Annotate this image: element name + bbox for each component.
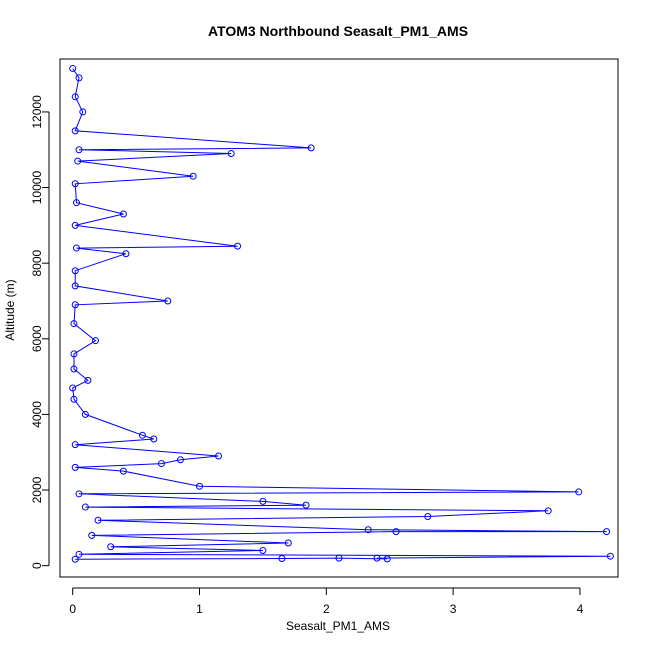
x-axis-label: Seasalt_PM1_AMS [286,619,390,633]
data-point [383,555,391,563]
data-point [164,297,172,305]
data-point [157,460,165,468]
data-point [71,463,79,471]
data-point [606,552,614,560]
y-axis-label: Altitude (m) [3,279,17,340]
data-point [75,74,83,82]
y-tick-label: 10000 [30,171,44,205]
data-point [215,452,223,460]
data-point [71,267,79,275]
x-tick-label: 4 [577,602,584,616]
data-point [75,490,83,498]
data-point [278,554,286,562]
y-tick-label: 0 [30,562,44,569]
data-point [107,543,115,551]
data-point [69,384,77,392]
plot-frame [59,58,619,578]
data-point [71,441,79,449]
data-point [71,282,79,290]
y-tick-label: 2000 [30,476,44,503]
data-point [544,507,552,515]
data-point [122,250,130,258]
data-point [72,199,80,207]
y-tick-label: 6000 [30,325,44,352]
data-point [74,157,82,165]
data-point [227,150,235,158]
data-point [92,337,100,345]
data-point [259,497,267,505]
x-tick-label: 2 [323,602,330,616]
data-point [189,172,197,180]
data-point [603,528,611,536]
data-point [302,501,310,509]
x-tick-label: 3 [450,602,457,616]
data-point [70,395,78,403]
data-point [364,526,372,534]
data-point [70,320,78,328]
y-axis: 0 2000 4000 6000 8000 10000 12000 [30,95,50,569]
data-point [176,456,184,464]
y-tick-label: 8000 [30,250,44,277]
x-axis: 0 1 2 3 4 [69,587,584,616]
data-point [75,146,83,154]
data-point [72,244,80,252]
x-tick-label: 0 [69,602,76,616]
data-point [373,554,381,562]
data-point [79,108,87,116]
data-point [71,127,79,135]
data-point [119,467,127,475]
data-point [81,503,89,511]
data-point [575,488,583,496]
series-layer [69,64,614,563]
data-point [307,144,315,152]
data-point [71,221,79,229]
data-point [94,516,102,524]
data-point [71,180,79,188]
data-point [138,431,146,439]
data-point [259,547,267,555]
y-tick-label: 12000 [30,95,44,129]
data-point [75,550,83,558]
data-point [84,376,92,384]
data-point [196,482,203,490]
x-tick-label: 1 [196,602,203,616]
data-point [69,64,77,72]
series-line [72,68,611,560]
data-point [424,513,432,521]
data-point [119,210,127,218]
data-point [392,528,400,536]
data-point [335,554,343,562]
data-point [284,539,292,547]
data-point [88,531,96,539]
data-point [70,350,78,358]
y-tick-label: 4000 [30,401,44,428]
data-point [71,301,79,309]
data-point [150,435,158,443]
data-point [71,555,79,563]
chart-title: ATOM3 Northbound Seasalt_PM1_AMS [208,23,468,39]
data-point [234,242,242,250]
data-point [81,410,89,418]
data-point [71,93,79,101]
data-point [70,365,78,373]
